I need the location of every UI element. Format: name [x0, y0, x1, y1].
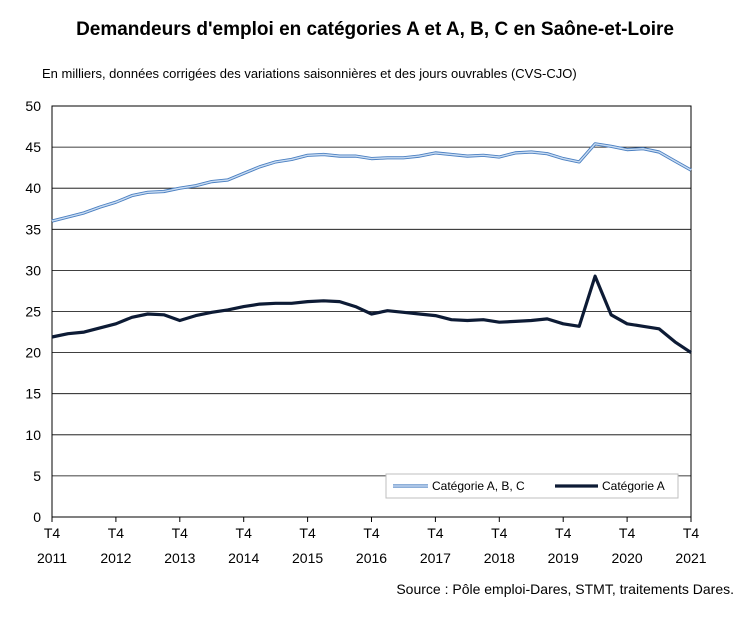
x-tick-year: 2019 — [548, 550, 579, 566]
x-tick-quarter: T4 — [555, 525, 572, 541]
x-axis: T4 2011 T4 2012 T4 2013 T4 2014 T4 2015 T4 2016 T4 20… — [37, 517, 707, 566]
x-tick-quarter: T4 — [427, 525, 444, 541]
gridlines — [52, 105, 691, 518]
legend-box — [385, 473, 679, 499]
y-axis: 0 5 10 15 20 25 30 35 40 45 50 — [25, 98, 41, 525]
x-tick-year: 2013 — [164, 550, 195, 566]
chart-title: Demandeurs d'emploi en catégories A et A… — [76, 19, 674, 40]
y-tick-label: 40 — [25, 180, 41, 196]
y-tick-label: 50 — [25, 98, 41, 114]
x-tick-quarter: T4 — [491, 525, 508, 541]
source-note: Source : Pôle emploi-Dares, STMT, traite… — [396, 581, 734, 597]
x-tick-year: 2018 — [484, 550, 515, 566]
y-tick-label: 20 — [25, 345, 41, 361]
x-tick-quarter: T4 — [44, 525, 61, 541]
x-tick-year: 2012 — [100, 550, 131, 566]
x-tick-quarter: T4 — [363, 525, 380, 541]
x-tick-year: 2017 — [420, 550, 451, 566]
y-tick-label: 25 — [25, 304, 41, 320]
x-tick-year: 2016 — [356, 550, 387, 566]
x-tick-year: 2011 — [37, 550, 67, 566]
y-tick-label: 45 — [25, 139, 41, 155]
x-tick-year: 2021 — [675, 550, 706, 566]
legend-label-a: Catégorie A — [602, 479, 665, 493]
x-tick-year: 2015 — [292, 550, 323, 566]
legend-label-abc: Catégorie A, B, C — [432, 479, 525, 493]
chart-subtitle: En milliers, données corrigées des varia… — [42, 66, 577, 81]
x-tick-quarter: T4 — [299, 525, 316, 541]
x-tick-quarter: T4 — [236, 525, 253, 541]
y-tick-label: 0 — [33, 509, 41, 525]
x-tick-year: 2014 — [228, 550, 259, 566]
y-tick-label: 5 — [33, 468, 41, 484]
series-line-a — [51, 274, 692, 354]
y-tick-label: 10 — [25, 427, 41, 443]
y-tick-label: 35 — [25, 221, 41, 237]
series-line-abc — [51, 143, 692, 222]
x-tick-quarter: T4 — [108, 525, 125, 541]
x-tick-quarter: T4 — [683, 525, 700, 541]
series-lines — [51, 142, 692, 354]
y-tick-label: 30 — [25, 262, 41, 278]
legend: Catégorie A, B, C Catégorie A — [385, 473, 679, 499]
x-tick-year: 2020 — [612, 550, 643, 566]
series-line-abc-outline — [51, 142, 692, 223]
x-tick-quarter: T4 — [172, 525, 189, 541]
x-tick-quarter: T4 — [619, 525, 636, 541]
y-tick-label: 15 — [25, 386, 41, 402]
